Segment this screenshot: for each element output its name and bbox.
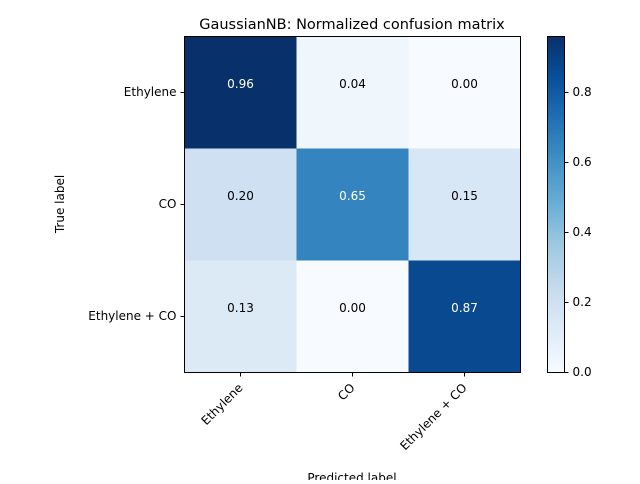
colorbar-tick-label: 0.8 [573, 85, 592, 99]
heatmap-cell-label: 0.65 [339, 189, 366, 203]
heatmap-cell-label: 0.96 [227, 77, 254, 91]
heatmap-cell-labels: 0.96 0.04 0.00 0.20 0.65 0.15 0.13 0.00 0.87 [227, 77, 478, 315]
heatmap-cell [296, 148, 409, 261]
y-axis-label: True label [53, 175, 67, 234]
heatmap-cell [408, 36, 521, 149]
heatmap-cell-label: 0.13 [227, 301, 254, 315]
y-axis: Ethylene CO Ethylene + CO [88, 85, 185, 323]
y-tick-label: Ethylene + CO [88, 309, 176, 323]
heatmap-cell-label: 0.04 [339, 77, 366, 91]
x-axis: Ethylene CO Ethylene + CO [198, 372, 470, 453]
heatmap-cell [296, 260, 409, 373]
colorbar-tick-label: 0.2 [573, 295, 592, 309]
colorbar-ticks: 0.0 0.2 0.4 0.6 0.8 [564, 85, 592, 379]
colorbar-tick-label: 0.6 [573, 155, 592, 169]
heatmap-cell-label: 0.15 [451, 189, 478, 203]
heatmap-cell-label: 0.00 [339, 301, 366, 315]
colorbar [547, 36, 565, 373]
x-tick-label: CO [335, 381, 358, 404]
heatmap-cell-label: 0.87 [451, 301, 478, 315]
heatmap-cell [296, 36, 409, 149]
heatmap-cell-label: 0.00 [451, 77, 478, 91]
chart-title: GaussianNB: Normalized confusion matrix [199, 17, 505, 33]
heatmap-cell-label: 0.20 [227, 189, 254, 203]
heatmap-cell [184, 260, 297, 373]
x-tick-label: Ethylene [198, 381, 245, 428]
colorbar-tick-label: 0.0 [573, 365, 592, 379]
heatmap-cell [184, 36, 297, 149]
heatmap-cells [184, 36, 521, 373]
x-tick-label: Ethylene + CO [397, 381, 469, 453]
y-tick-label: CO [159, 197, 177, 211]
y-tick-label: Ethylene [124, 85, 177, 99]
heatmap-cell [408, 148, 521, 261]
x-axis-label: Predicted label [307, 471, 396, 480]
heatmap-cell [184, 148, 297, 261]
heatmap-cell [408, 260, 521, 373]
colorbar-tick-label: 0.4 [573, 225, 592, 239]
